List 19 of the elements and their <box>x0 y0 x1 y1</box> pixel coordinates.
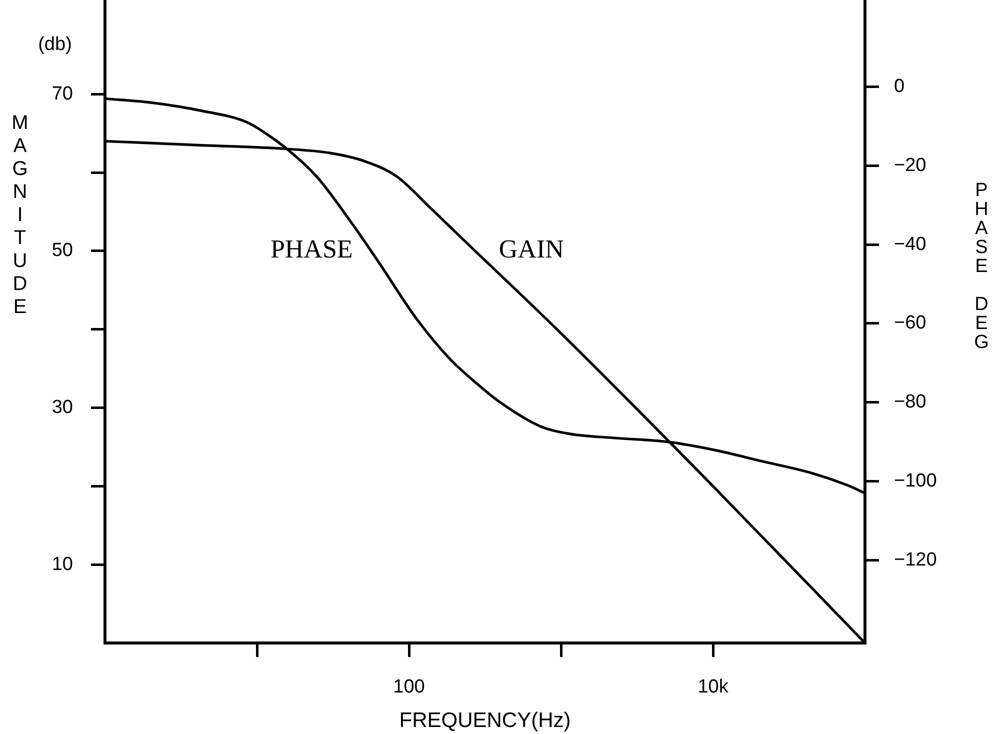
y2-tick-label: −60 <box>894 312 926 334</box>
x-tick-label: 100 <box>393 676 425 698</box>
y2-tick-label: −40 <box>894 234 926 255</box>
y2-axis-title: PHASE DEG <box>971 180 992 351</box>
y-tick-label: 10 <box>52 554 73 575</box>
x-axis-title: FREQUENCY(Hz) <box>399 709 571 732</box>
y-tick-label: 50 <box>52 240 73 262</box>
y-tick-label: 30 <box>52 396 73 418</box>
text: (db) <box>38 34 72 56</box>
y2-tick-label: −20 <box>894 154 926 176</box>
series-label: GAIN <box>498 234 564 264</box>
series-label: PHASE <box>270 234 353 264</box>
x-tick-label: 10k <box>698 676 729 698</box>
y2-tick-label: 0 <box>894 76 905 98</box>
y-axis-title: MAGNITUDE <box>9 112 31 319</box>
y2-tick-label: −120 <box>894 549 937 570</box>
y2-tick-label: −100 <box>894 470 937 492</box>
y2-tick-label: −80 <box>894 392 926 413</box>
y-tick-label: 70 <box>52 83 73 104</box>
